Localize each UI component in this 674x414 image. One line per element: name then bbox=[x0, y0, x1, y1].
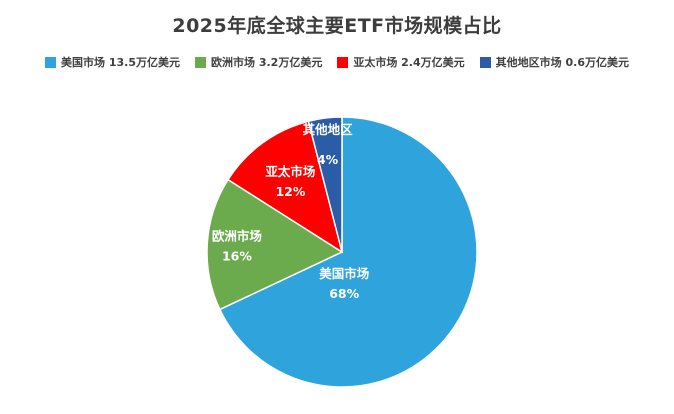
legend-label-3: 亚太市场 2.4万亿美元 bbox=[353, 56, 465, 69]
legend-label-4: 其他地区市场 0.6万亿美元 bbox=[495, 56, 629, 69]
legend-swatch-1 bbox=[45, 56, 57, 68]
legend-item-1: 美国市场 13.5万亿美元 bbox=[45, 54, 180, 70]
slice-percent-3: 12% bbox=[275, 184, 305, 199]
chart-legend: 美国市场 13.5万亿美元 欧洲市场 3.2万亿美元 亚太市场 2.4万亿美元 其他地… bbox=[0, 54, 674, 70]
pie-slice-3 bbox=[226, 120, 344, 254]
legend-swatch-3 bbox=[337, 56, 349, 68]
slice-label-4: 其他地区 bbox=[303, 122, 354, 137]
legend-item-3: 亚太市场 2.4万亿美元 bbox=[337, 54, 465, 70]
pie-slice-2 bbox=[206, 178, 344, 311]
pie-slice-4 bbox=[307, 116, 343, 253]
slice-percent-2: 16% bbox=[222, 248, 252, 263]
legend-item-2: 欧洲市场 3.2万亿美元 bbox=[195, 54, 322, 70]
legend-label-1: 美国市场 13.5万亿美元 bbox=[61, 56, 180, 69]
slice-label-1: 美国市场 bbox=[319, 266, 369, 281]
legend-item-4: 其他地区市场 0.6万亿美元 bbox=[479, 54, 629, 70]
legend-swatch-2 bbox=[195, 56, 206, 68]
slice-percent-1: 68% bbox=[329, 286, 359, 301]
pie-slice-1 bbox=[218, 116, 478, 388]
slice-label-2: 欧洲市场 bbox=[212, 228, 262, 243]
legend-swatch-4 bbox=[479, 56, 491, 68]
chart-title: 2025年底全球主要ETF市场规模占比 bbox=[172, 15, 502, 37]
legend-label-2: 欧洲市场 3.2万亿美元 bbox=[211, 56, 323, 69]
slice-percent-4: 4% bbox=[317, 152, 339, 167]
slice-label-3: 亚太市场 bbox=[265, 164, 315, 179]
